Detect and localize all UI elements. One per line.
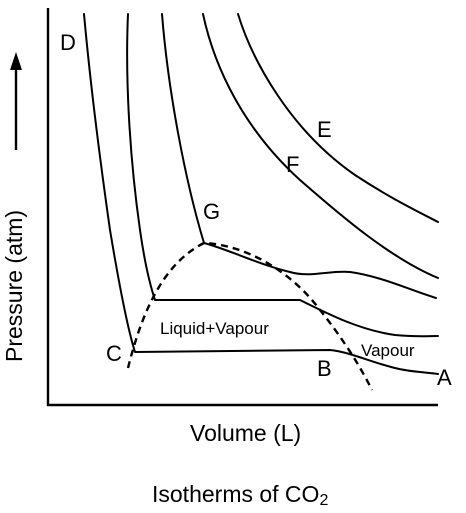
label-point-c: C <box>106 341 122 366</box>
y-axis-label: Pressure (atm) <box>1 210 27 362</box>
label-point-b: B <box>317 356 332 381</box>
label-point-a: A <box>437 365 452 390</box>
caption-main: Isotherms of CO <box>152 481 319 507</box>
label-point-f: F <box>286 152 299 177</box>
isotherm-second <box>126 13 439 338</box>
label-liquid-vapour: Liquid+Vapour <box>160 319 269 338</box>
isotherm-critical <box>161 13 437 299</box>
pressure-arrow-head <box>10 52 22 70</box>
label-point-e: E <box>317 117 332 142</box>
two-phase-envelope <box>126 241 374 391</box>
label-vapour: Vapour <box>361 341 415 360</box>
isotherm-f <box>202 13 439 279</box>
figure-caption: Isotherms of CO2 <box>152 481 328 509</box>
isotherm-e <box>237 13 439 223</box>
label-point-g: G <box>203 199 220 224</box>
x-axis-label: Volume (L) <box>190 420 301 446</box>
label-point-d: D <box>60 30 76 55</box>
isotherm-low <box>83 13 439 375</box>
caption-subscript: 2 <box>319 492 328 509</box>
